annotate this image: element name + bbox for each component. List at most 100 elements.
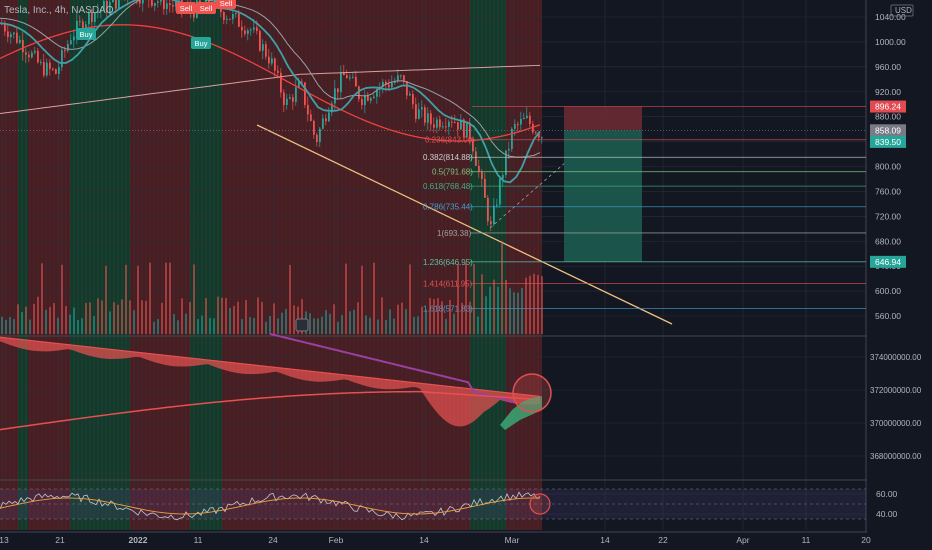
volume-bar <box>349 311 351 334</box>
volume-bar <box>417 316 419 334</box>
volume-bar <box>105 265 107 334</box>
price-badge[interactable] <box>870 135 906 148</box>
volume-bar <box>45 309 47 334</box>
axis-bg <box>867 0 932 550</box>
candle-body <box>277 70 279 73</box>
price-tick-label: 800.00 <box>875 162 901 172</box>
volume-bar <box>509 288 511 334</box>
volume-bar <box>157 319 159 334</box>
candle-body <box>19 39 21 43</box>
candle-body <box>508 148 510 151</box>
signal-label: Sell <box>180 4 193 13</box>
volume-bar <box>197 319 199 334</box>
volume-bar <box>137 265 139 334</box>
candle-body <box>343 72 345 76</box>
candle-body <box>445 126 447 128</box>
volume-bar <box>397 304 399 334</box>
volume-bar <box>369 317 371 334</box>
currency-box[interactable] <box>890 4 914 17</box>
candle-body <box>364 94 366 106</box>
candle-body <box>16 32 18 43</box>
fib-label: 0.236(843.00) <box>425 136 475 145</box>
price-tick-label: 960.00 <box>875 62 901 72</box>
candle-body <box>517 124 519 126</box>
volume-bar <box>173 314 175 334</box>
candle-body <box>64 50 66 52</box>
candle-body <box>307 104 309 115</box>
sell-signal[interactable] <box>216 0 236 9</box>
fib-retracement[interactable]: 0.236(843.00) 0.382(814.88) 0.5(791.68) 0.6… <box>423 136 866 314</box>
candle-body <box>442 126 444 128</box>
candle-body <box>106 0 108 13</box>
volume-bar <box>125 264 127 334</box>
volume-bar <box>285 309 287 334</box>
volume-bar <box>493 279 495 334</box>
price-badge[interactable] <box>870 255 906 268</box>
sma-gray-line <box>0 0 541 158</box>
take-profit-zone[interactable] <box>564 130 642 262</box>
rsi-ma-line <box>0 497 541 515</box>
volume-bar <box>497 286 499 334</box>
volume-bar <box>93 316 95 334</box>
rsi-pane[interactable] <box>0 488 866 521</box>
volume-tick-label: 370000000.00 <box>870 419 922 428</box>
candle-body <box>400 75 402 77</box>
candle-body <box>304 82 306 105</box>
price-tick-label: 920.00 <box>875 87 901 97</box>
candle-body <box>391 82 393 88</box>
price-badge[interactable] <box>870 100 906 113</box>
candle-body <box>52 68 54 70</box>
buy-signal[interactable] <box>191 37 211 49</box>
trend-band <box>130 0 190 530</box>
candle-body <box>58 67 60 74</box>
volume-bar <box>17 304 19 334</box>
candle-body <box>274 58 276 71</box>
candle-body <box>25 52 27 55</box>
highlight-circle[interactable] <box>512 373 552 413</box>
volume-tick-label: 374000000.00 <box>870 353 922 362</box>
candle-body <box>247 30 249 34</box>
candle-body <box>532 123 534 133</box>
volume-bar <box>73 307 75 334</box>
cumulative-volume-pane[interactable] <box>0 332 552 431</box>
price-pane[interactable]: 0.236(843.00) 0.382(814.88) 0.5(791.68) 0.6… <box>0 0 866 325</box>
candle-body <box>406 81 408 96</box>
stop-loss-zone[interactable] <box>564 106 642 131</box>
candle-body <box>103 0 105 10</box>
time-tick-label: 24 <box>268 535 278 545</box>
volume-bar <box>229 307 231 334</box>
sell-signal[interactable] <box>176 2 196 14</box>
candle-body <box>94 13 96 23</box>
candle-body <box>478 165 480 172</box>
candle-body <box>250 29 252 31</box>
signal-label: Sell <box>220 0 233 8</box>
volume-bar <box>425 309 427 334</box>
volume-bar <box>165 262 167 334</box>
projection-line[interactable] <box>489 161 567 229</box>
candle-body <box>73 36 75 41</box>
volume-bar <box>185 313 187 334</box>
candle-body <box>70 40 72 45</box>
rsi-highlight-circle[interactable] <box>529 493 551 515</box>
candle-body <box>316 134 318 143</box>
trendline[interactable] <box>256 124 673 325</box>
price-axis[interactable]: 1040.001000.00960.00920.00880.00840.0080… <box>867 0 932 550</box>
volume-bar <box>473 264 475 334</box>
candle-body <box>271 58 273 64</box>
trend-band <box>70 0 130 530</box>
event-marker-icon[interactable] <box>295 318 309 332</box>
volume-bar <box>485 296 487 334</box>
volume-bar <box>293 305 295 334</box>
candle-body <box>469 122 471 140</box>
volume-bar <box>273 303 275 334</box>
price-badge[interactable] <box>870 124 906 137</box>
volume-bar <box>29 319 31 334</box>
volume-bar <box>89 302 91 334</box>
buy-signal[interactable] <box>76 28 96 40</box>
sell-signal[interactable] <box>196 2 216 14</box>
time-axis[interactable]: 13 21 2022 11 24 Feb 14 Mar 14 22 Apr 11 20 <box>0 535 871 545</box>
volume-bar <box>317 318 319 334</box>
volume-bar <box>505 279 507 334</box>
price-badge-label: 896.24 <box>875 102 901 112</box>
